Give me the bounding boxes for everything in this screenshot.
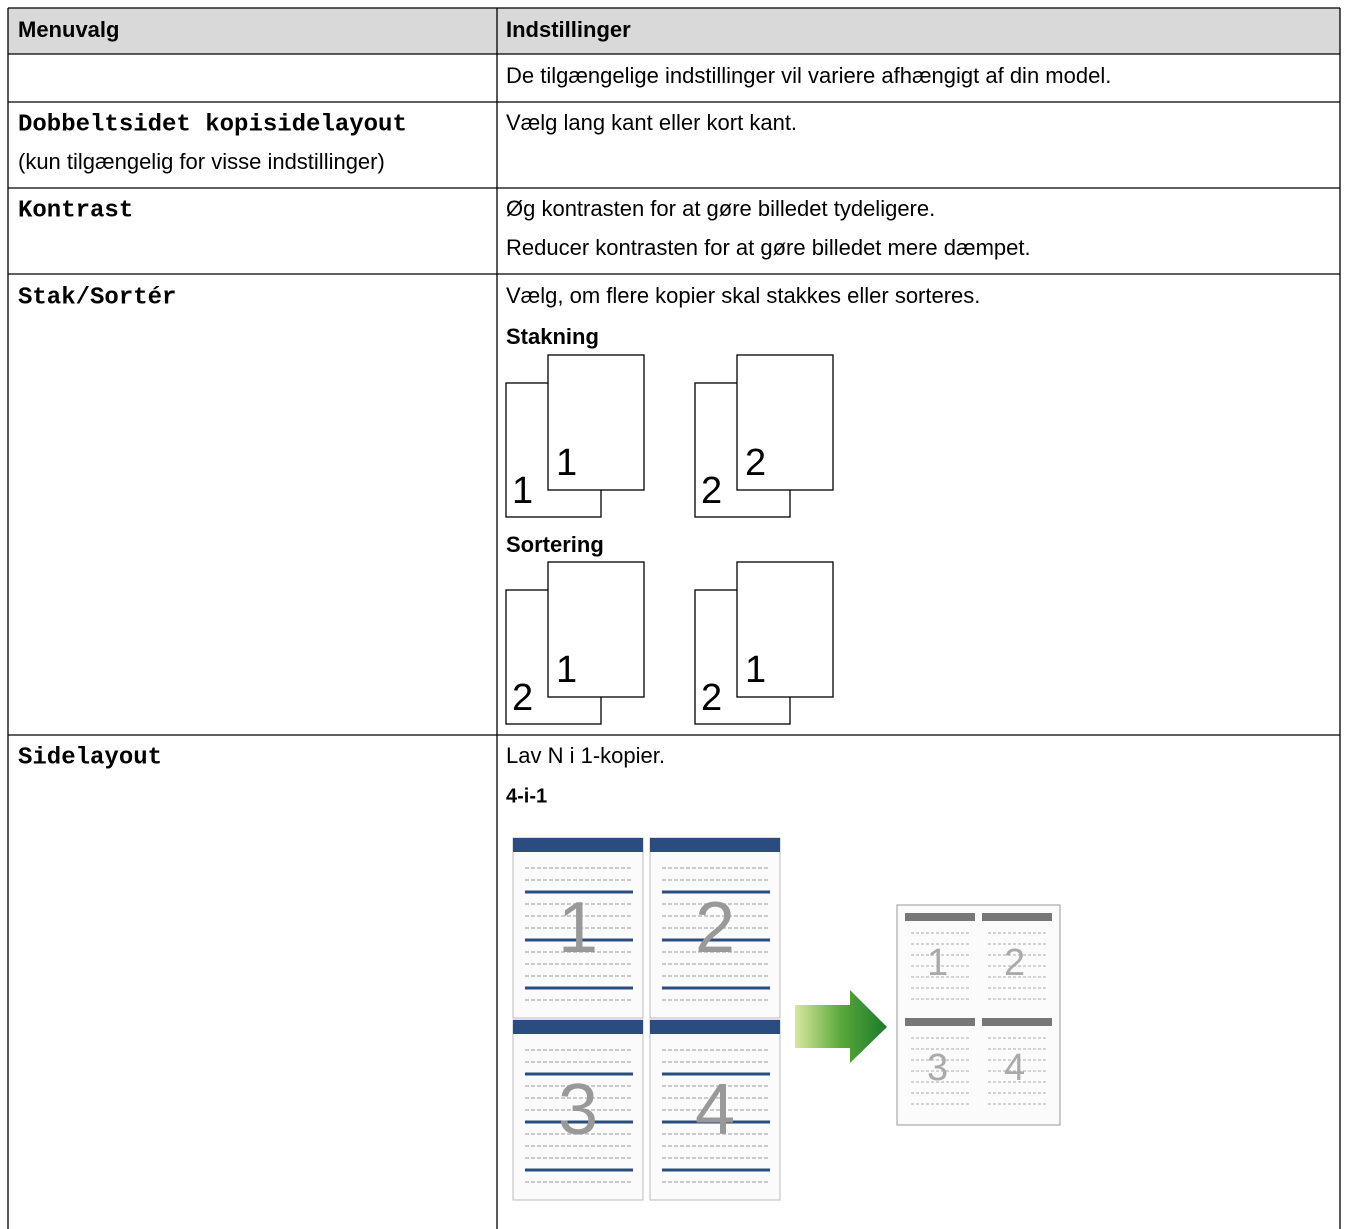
page-number: 2 — [745, 442, 766, 484]
page-front — [736, 354, 834, 491]
page-number: 2 — [1004, 942, 1025, 984]
page-number: 4 — [1004, 1047, 1025, 1089]
page-number: 1 — [556, 442, 577, 484]
page-front — [547, 354, 645, 491]
table-grid — [7, 7, 1341, 1229]
menu-item: Kontrast — [18, 197, 133, 224]
mini-header — [905, 913, 975, 921]
page-number: 1 — [556, 649, 577, 691]
doc-header — [513, 838, 643, 852]
page-number: 1 — [558, 888, 598, 968]
mini-header — [982, 913, 1052, 921]
page-number: 4 — [695, 1070, 735, 1150]
header-cell: Indstillinger — [506, 17, 631, 42]
setting-text: Reducer kontrasten for at gøre billedet … — [506, 235, 1031, 260]
menu-item: Dobbeltsidet kopisidelayout — [18, 111, 407, 138]
result-page — [896, 904, 1061, 1126]
figure-title: Sortering — [506, 532, 604, 557]
doc-header — [513, 1020, 643, 1034]
menu-item: Stak/Sortér — [18, 284, 176, 311]
header-bg — [8, 8, 1340, 54]
arrow-icon — [795, 990, 887, 1063]
setting-text: Vælg lang kant eller kort kant. — [506, 110, 797, 135]
page-front — [547, 561, 645, 698]
page-number: 1 — [745, 649, 766, 691]
page-number: 3 — [558, 1070, 598, 1150]
menu-note: (kun tilgængelig for visse indstillinger… — [18, 149, 385, 174]
page-number: 1 — [512, 470, 533, 512]
page-number: 2 — [512, 677, 533, 719]
doc-header — [650, 838, 780, 852]
page-number: 3 — [927, 1047, 948, 1089]
doc-header — [650, 1020, 780, 1034]
figure-title: 4-i-1 — [506, 785, 547, 807]
setting-text: De tilgængelige indstillinger vil varier… — [506, 63, 1111, 88]
page-front — [736, 561, 834, 698]
header-cell: Menuvalg — [18, 17, 119, 42]
page-number: 1 — [927, 942, 948, 984]
page-number: 2 — [701, 470, 722, 512]
menu-item: Sidelayout — [18, 744, 162, 771]
page-number: 2 — [695, 888, 735, 968]
page-number: 2 — [701, 677, 722, 719]
setting-text: Lav N i 1-kopier. — [506, 743, 665, 768]
setting-text: Vælg, om flere kopier skal stakkes eller… — [506, 283, 980, 308]
setting-text: Øg kontrasten for at gøre billedet tydel… — [506, 196, 935, 221]
mini-header — [905, 1018, 975, 1026]
mini-header — [982, 1018, 1052, 1026]
figure-title: Stakning — [506, 324, 599, 349]
